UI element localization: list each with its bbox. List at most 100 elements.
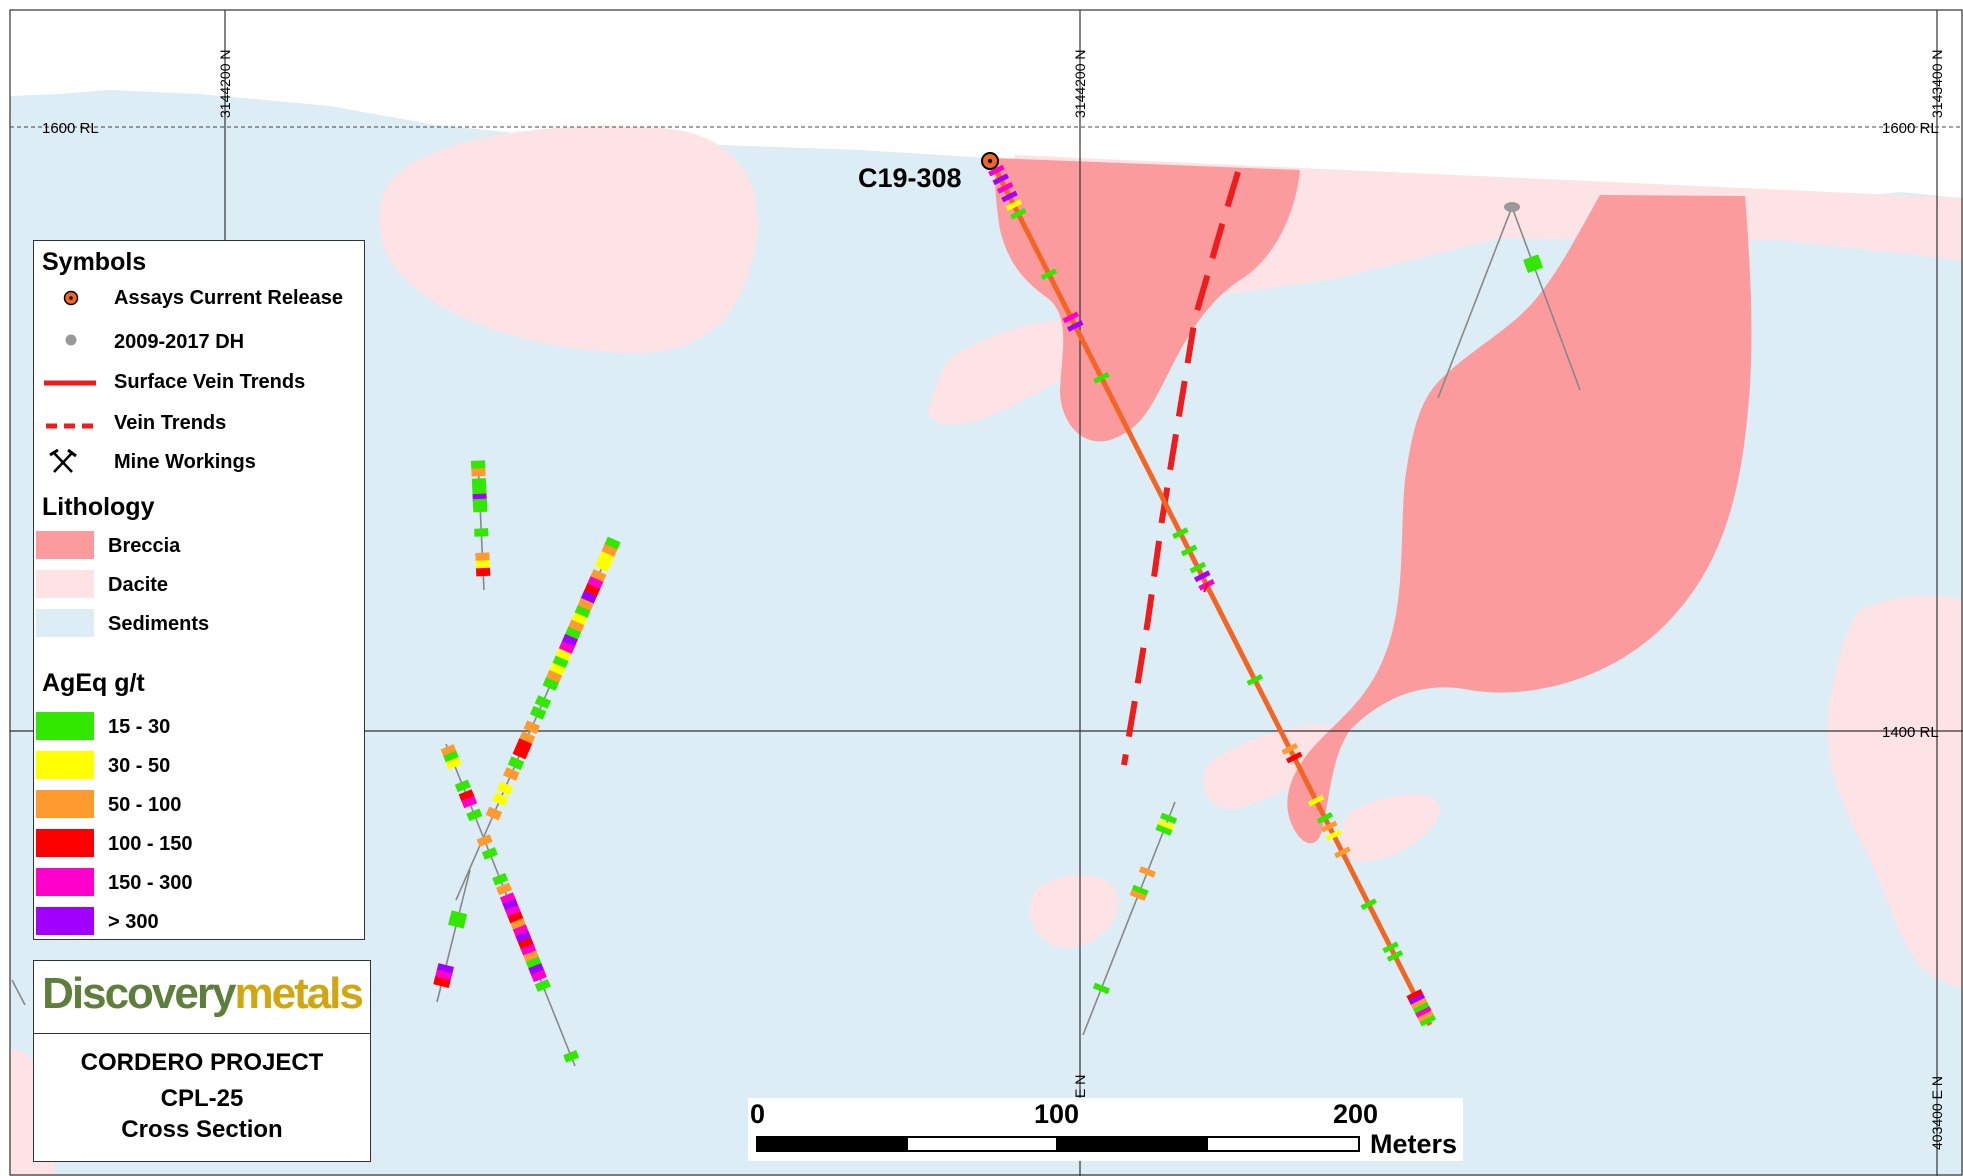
assay-interval (496, 882, 513, 896)
scale-segment-4 (1206, 1136, 1360, 1152)
assay-interval (481, 847, 498, 860)
assay-interval (458, 789, 475, 802)
grid-label-top-left: 3144200 N (217, 49, 233, 118)
section-name: CPL-25 Cross Section (34, 1083, 370, 1145)
crossed-hammers-icon (49, 449, 77, 473)
assay-interval (515, 738, 533, 753)
assay-interval (520, 943, 537, 957)
assay-interval (574, 605, 591, 619)
grade-label: 100 - 150 (108, 833, 193, 855)
assay-interval (534, 979, 551, 992)
assay-interval (988, 164, 1005, 177)
assay-interval (548, 662, 566, 677)
legend-symbol-label: 2009-2017 DH (114, 331, 245, 353)
assay-interval (1334, 846, 1351, 859)
assay-interval (563, 1050, 580, 1063)
vein-trend-dashed (1121, 171, 1241, 766)
assay-interval (523, 720, 541, 735)
assay-interval (1320, 820, 1338, 833)
legend-symbol-label: Mine Workings (114, 451, 256, 473)
assay-interval (561, 633, 578, 648)
legend-lithology-item: Sediments (34, 609, 364, 639)
grade-label: > 300 (108, 911, 159, 933)
grade-swatch (36, 907, 94, 935)
assay-interval (517, 937, 534, 950)
rl-1600-label-right: 1600 RL (1882, 120, 1939, 137)
assay-interval (502, 898, 519, 912)
legend-grade-item: 150 - 300 (34, 868, 364, 898)
assay-interval (436, 963, 454, 975)
legend-symbol-label: Vein Trends (114, 412, 227, 434)
assay-interval (1040, 268, 1058, 281)
grid-lines (224, 10, 1938, 1176)
assay-interval (1093, 371, 1110, 384)
legend-symbol-surface-vein: Surface Vein Trends (34, 367, 364, 397)
assay-interval (1092, 982, 1110, 995)
legend-grade-item: 30 - 50 (34, 751, 364, 781)
grade-label: 15 - 30 (108, 716, 171, 738)
assay-interval (1281, 742, 1299, 755)
grade-swatch (36, 829, 94, 857)
legend-symbol-label: Assays Current Release (114, 287, 344, 309)
assay-interval (529, 705, 547, 720)
assay-interval (580, 590, 597, 605)
grade-swatch (36, 712, 94, 740)
assay-interval (474, 528, 489, 537)
dacite-lens-1 (1203, 724, 1342, 809)
assay-interval (1131, 884, 1149, 897)
assay-interval (545, 669, 563, 684)
assay-interval (434, 969, 453, 982)
assay-interval (503, 767, 520, 781)
grade-label: 50 - 100 (108, 794, 182, 816)
assay-interval (1001, 190, 1018, 203)
assay-interval (996, 182, 1014, 194)
assay-interval (1412, 1001, 1430, 1014)
logo-text-discovery: Discovery (42, 969, 236, 1018)
assay-interval (454, 779, 471, 793)
legend-symbol-label: Surface Vein Trends (114, 371, 306, 393)
assay-interval (485, 806, 503, 821)
scale-tick-100: 100 (1034, 1099, 1080, 1129)
grade-label: 150 - 300 (108, 872, 193, 894)
assay-interval (472, 503, 488, 513)
assay-interval (433, 976, 451, 989)
assay-interval (496, 781, 514, 796)
assay-interval (1066, 320, 1084, 332)
assay-interval (471, 467, 486, 477)
grid-label-bottom-right: 403400 E N (1929, 1076, 1945, 1150)
assay-interval (571, 612, 588, 627)
assay-interval (992, 173, 1010, 186)
assay-interval (525, 956, 542, 970)
assay-interval (1005, 199, 1023, 211)
assay-interval (1246, 673, 1264, 686)
assay-interval (586, 576, 604, 591)
assay-interval (1406, 988, 1423, 1001)
legend-symbol-assays: Assays Current Release (34, 283, 364, 313)
assay-interval (507, 756, 525, 771)
assay-interval (492, 792, 509, 807)
assay-interval (534, 695, 552, 709)
scale-segment-2 (906, 1136, 1058, 1152)
assay-interval (601, 543, 618, 558)
assay-interval (1155, 824, 1173, 836)
assay-interval (577, 597, 594, 612)
assay-interval (597, 551, 615, 565)
assay-interval (594, 558, 612, 573)
breccia-body-right (1287, 195, 1752, 844)
drill-hole-dot-icon (65, 334, 77, 346)
assay-interval (1189, 561, 1207, 574)
assay-interval (1307, 794, 1325, 807)
scale-tick-200: 200 (1333, 1099, 1379, 1129)
assay-interval (567, 619, 585, 634)
assay-interval (449, 910, 468, 923)
assay-interval (1138, 866, 1156, 878)
assay-interval (518, 731, 536, 745)
title-divider (34, 1033, 370, 1034)
assay-interval (475, 560, 490, 569)
assay-interval (448, 916, 466, 929)
assay-interval (1172, 527, 1189, 539)
assay-interval (528, 963, 545, 976)
assay-interval (1203, 582, 1209, 593)
company-logo: Discoverymetals (34, 969, 370, 1019)
section-type: Cross Section (121, 1116, 283, 1143)
